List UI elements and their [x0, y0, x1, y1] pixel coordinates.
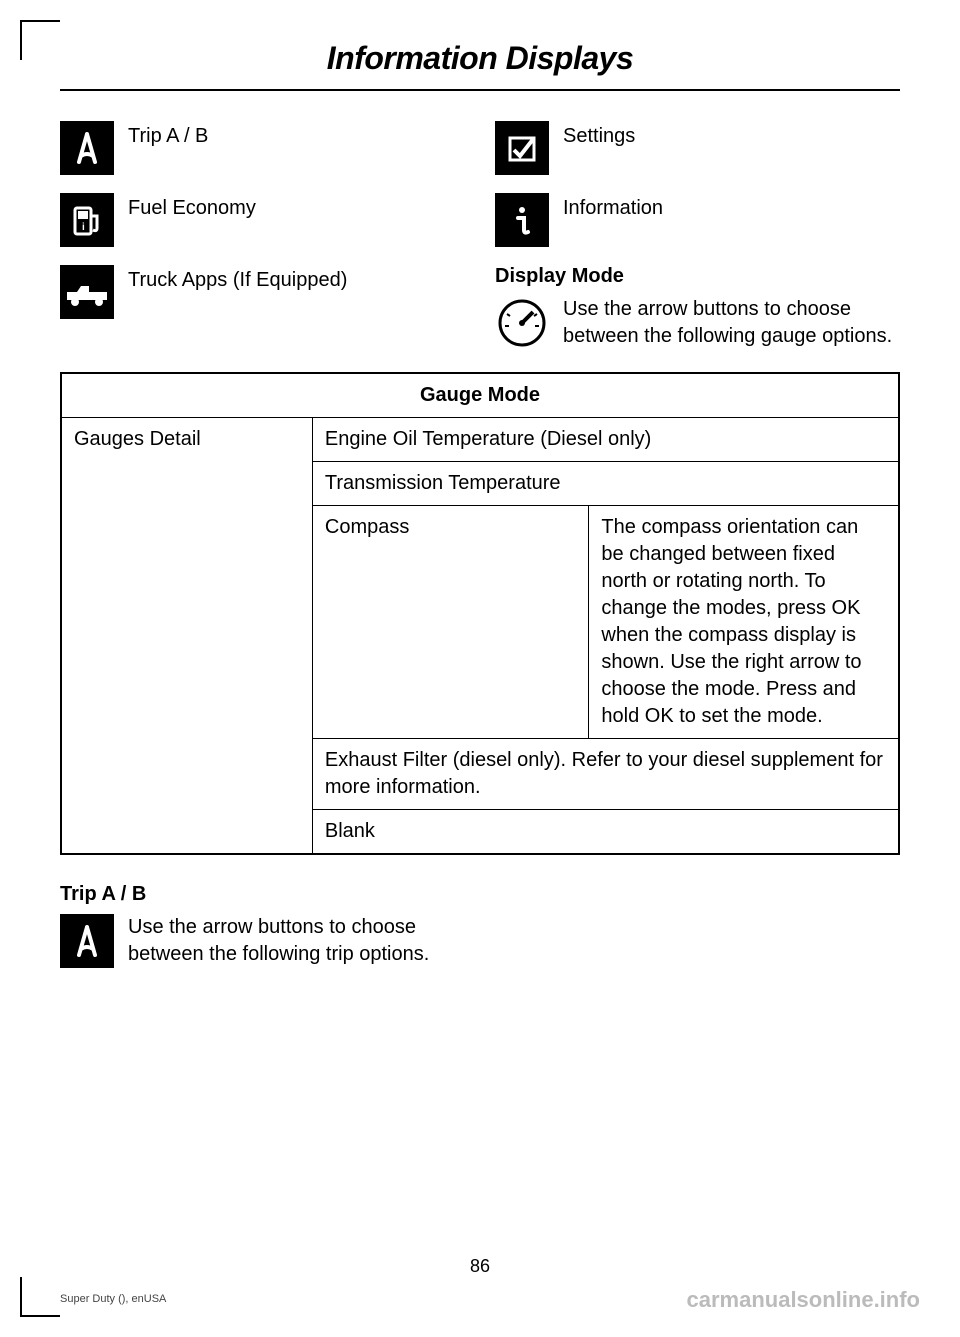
table-cell: Blank [312, 810, 899, 855]
icon-row-info: Information [495, 193, 900, 247]
page-number: 86 [0, 1256, 960, 1277]
table-cell: Compass [312, 506, 589, 739]
info-label: Information [563, 193, 663, 220]
table-cell: Transmission Temperature [312, 462, 899, 506]
truck-label: Truck Apps (If Equipped) [128, 265, 347, 292]
icon-columns: Trip A / B i Fuel Economy Truck Apps (If… [60, 121, 900, 350]
icon-row-fuel: i Fuel Economy [60, 193, 465, 247]
trip-icon-2 [60, 914, 114, 968]
trip-desc: Use the arrow buttons to choose between … [128, 914, 458, 968]
page-title: Information Displays [60, 40, 900, 91]
icon-row-truck: Truck Apps (If Equipped) [60, 265, 465, 319]
table-cell: Engine Oil Temperature (Diesel only) [312, 418, 899, 462]
icon-row-settings: Settings [495, 121, 900, 175]
right-column: Settings Information Display Mode Use th… [495, 121, 900, 350]
display-mode-row: Use the arrow buttons to choose between … [495, 296, 900, 350]
display-mode-heading: Display Mode [495, 265, 900, 288]
svg-text:i: i [82, 222, 85, 233]
crop-mark-bl [20, 1277, 60, 1317]
display-mode-desc: Use the arrow buttons to choose between … [563, 296, 900, 350]
gauge-icon [495, 296, 549, 350]
fuel-icon: i [60, 193, 114, 247]
table-cell: Exhaust Filter (diesel only). Refer to y… [312, 739, 899, 810]
info-icon [495, 193, 549, 247]
trip-icon [60, 121, 114, 175]
trip-heading: Trip A / B [60, 883, 900, 906]
footer-watermark: carmanualsonline.info [687, 1287, 921, 1313]
table-cell: The compass orientation can be changed b… [589, 506, 899, 739]
gauges-detail-cell: Gauges Detail [61, 418, 312, 855]
table-header: Gauge Mode [61, 373, 899, 418]
trip-row: Use the arrow buttons to choose between … [60, 914, 900, 968]
crop-mark-tl [20, 20, 60, 60]
trip-section: Trip A / B Use the arrow buttons to choo… [60, 883, 900, 968]
page-content: Information Displays Trip A / B i Fuel E… [60, 40, 900, 1277]
left-column: Trip A / B i Fuel Economy Truck Apps (If… [60, 121, 465, 350]
footer-left: Super Duty (), enUSA [60, 1293, 166, 1305]
fuel-label: Fuel Economy [128, 193, 256, 220]
truck-icon [60, 265, 114, 319]
icon-row-trip: Trip A / B [60, 121, 465, 175]
settings-label: Settings [563, 121, 635, 148]
settings-check-icon [495, 121, 549, 175]
trip-label: Trip A / B [128, 121, 208, 148]
gauge-mode-table: Gauge Mode Gauges Detail Engine Oil Temp… [60, 372, 900, 855]
